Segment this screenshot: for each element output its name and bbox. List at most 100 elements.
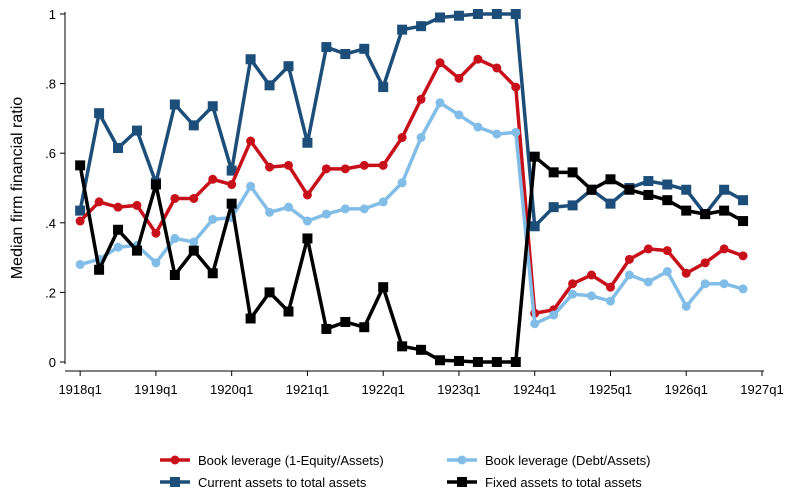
point [662,179,673,190]
point [378,282,389,293]
x-tick-label: 1924q1 [513,382,556,397]
point [283,160,293,170]
point [207,101,218,112]
point [700,209,711,220]
point [226,198,237,209]
point [113,242,123,252]
point [643,277,653,287]
legend-label: Current assets to total assets [198,475,367,490]
point [643,189,654,200]
point [491,9,502,19]
legend-marker [170,455,180,465]
point [681,301,691,311]
point [719,205,730,216]
point [548,167,559,178]
point [283,306,294,317]
point [94,264,105,275]
point [321,42,332,53]
legend-label: Book leverage (Debt/Assets) [485,453,650,468]
point [113,202,123,212]
point [719,244,729,254]
point [188,245,199,256]
y-tick-label: .8 [45,77,56,92]
point [170,233,180,243]
point [397,341,408,352]
point [188,120,199,131]
legend-marker [170,477,180,487]
point [681,205,692,216]
legend-marker [457,455,467,465]
point [151,228,161,238]
y-tick-label: .6 [45,146,56,161]
point [246,136,256,146]
point [189,237,199,247]
point [245,54,256,65]
point [530,319,540,329]
point [416,94,426,104]
point [132,200,142,210]
point [113,142,124,153]
point [302,216,312,226]
point [416,133,426,143]
point [453,355,464,366]
point [208,174,218,184]
x-tick-label: 1922q1 [362,382,405,397]
point [473,122,483,132]
point [226,165,237,176]
point [227,180,237,190]
point [510,357,521,367]
point [662,195,673,206]
point [207,268,218,279]
point [75,260,85,270]
point [549,310,559,320]
point [681,184,692,195]
y-tick-label: 1 [49,7,56,22]
point [719,184,730,195]
point [605,174,616,185]
point [131,125,142,136]
x-tick-label: 1923q1 [437,382,480,397]
point [605,296,615,306]
point [738,195,749,206]
point [302,190,312,200]
point [454,73,464,83]
point [340,204,350,214]
point [94,197,104,207]
point [170,193,180,203]
point [662,246,672,256]
point [738,216,749,227]
point [719,279,729,289]
point [113,224,124,235]
point [605,282,615,292]
series-line [79,100,744,326]
point [510,9,521,19]
point [321,164,331,174]
point [643,244,653,254]
point [587,291,597,301]
point [75,160,86,171]
point [340,164,350,174]
point [378,160,388,170]
point [472,9,483,19]
point [359,160,369,170]
x-tick-label: 1921q1 [286,382,329,397]
point [75,205,86,216]
point [169,270,180,280]
legend-label: Book leverage (1-Equity/Assets) [198,453,384,468]
y-tick-label: .4 [45,216,56,231]
point [397,24,408,35]
point [378,82,389,93]
point [94,108,105,119]
point [302,137,313,148]
x-tick-label: 1919q1 [134,382,177,397]
series-line [78,154,744,364]
point [472,357,483,367]
point [586,184,597,195]
point [264,80,275,91]
point [264,287,275,298]
y-tick-label: 0 [49,355,56,370]
point [416,344,427,355]
point [624,254,634,264]
